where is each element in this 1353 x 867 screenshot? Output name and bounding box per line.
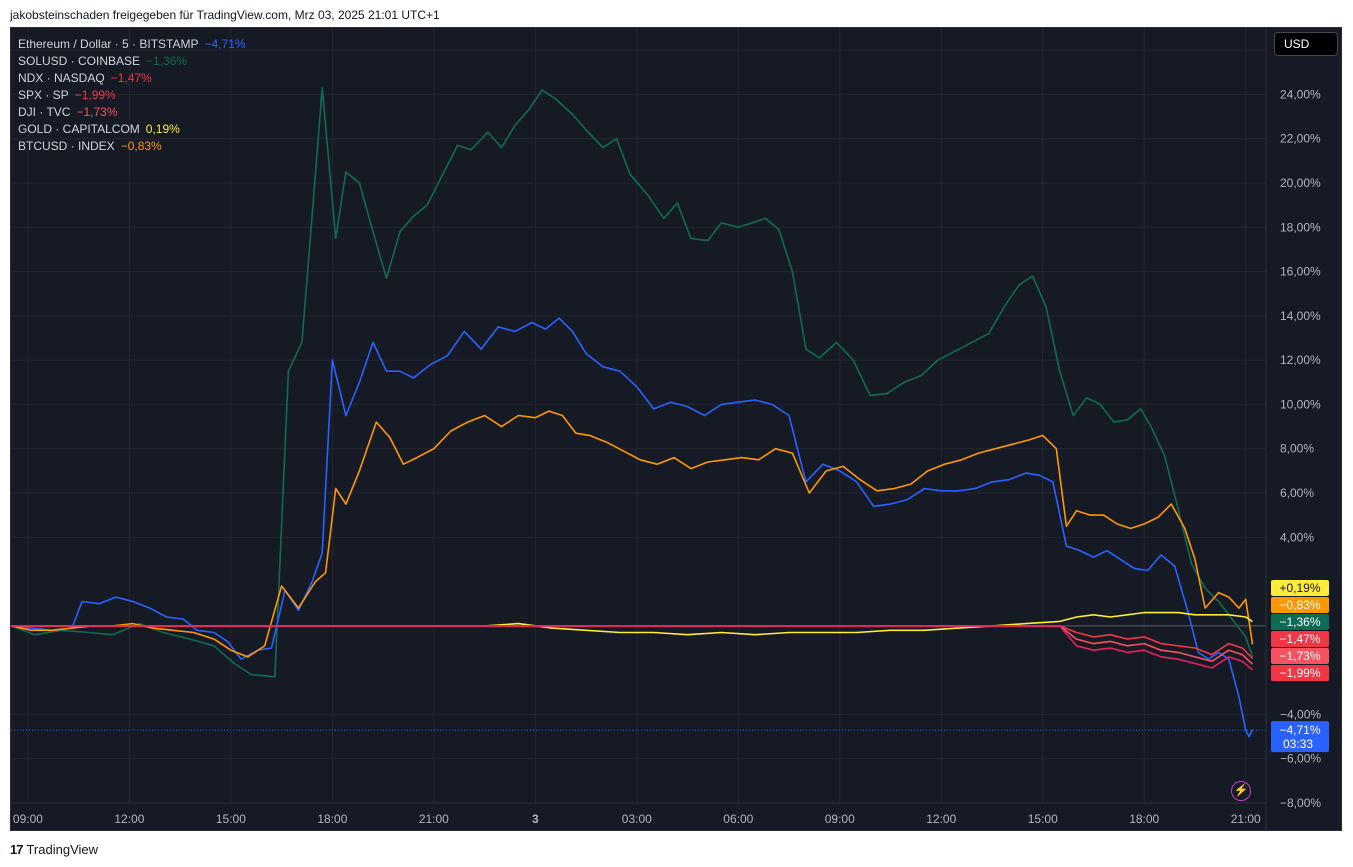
price-label-box [1271,631,1329,647]
tradingview-logo[interactable]: 17 TradingView [10,842,98,857]
price-label-text: −1,47% [1279,632,1320,646]
y-tick-label: 12,00% [1280,353,1321,367]
legend-change: −0,83% [120,139,162,153]
current-price-box [1271,721,1329,753]
x-tick-label: 12:00 [926,812,956,826]
x-tick-label: 21:00 [419,812,449,826]
legend-item[interactable]: SPX · SP −1,99% [18,87,246,104]
currency-button[interactable]: USD [1274,32,1338,56]
series-line[interactable] [10,317,1254,738]
y-tick-label: 24,00% [1280,87,1321,101]
legend-change: −1,73% [76,105,118,119]
price-label-box [1271,648,1329,664]
legend-change: −4,71% [204,37,246,51]
x-tick-label: 09:00 [825,812,855,826]
x-tick-label: 03:00 [622,812,652,826]
legend-item[interactable]: DJI · TVC −1,73% [18,104,246,121]
price-label-box [1271,597,1329,613]
price-label-text: −1,73% [1279,649,1320,663]
lightning-icon[interactable]: ⚡ [1231,781,1251,801]
x-tick-label: 21:00 [1231,812,1261,826]
price-label-box [1271,614,1329,630]
legend-item[interactable]: Ethereum / Dollar · 5 · BITSTAMP −4,71% [18,36,246,53]
x-tick-label: 15:00 [216,812,246,826]
share-header: jakobsteinschaden freigegeben für Tradin… [10,8,440,22]
y-tick-label: −4,00% [1280,707,1321,721]
x-tick-label: 3 [532,812,539,826]
y-tick-label: 20,00% [1280,176,1321,190]
current-price-text: −4,71% [1279,723,1320,737]
legend-label: BTCUSD · INDEX [18,139,115,153]
countdown-text: 03:33 [1283,737,1313,751]
price-label-text: −1,99% [1279,666,1320,680]
legend-label: DJI · TVC [18,105,71,119]
price-label-text: −0,83% [1279,598,1320,612]
tradingview-logo-mark: 17 [10,842,24,857]
x-tick-label: 06:00 [723,812,753,826]
legend: Ethereum / Dollar · 5 · BITSTAMP −4,71% SO… [18,36,246,155]
legend-label: GOLD · CAPITALCOM [18,122,140,136]
legend-change: −1,36% [146,54,188,68]
y-tick-label: 22,00% [1280,132,1321,146]
legend-label: Ethereum / Dollar · 5 · BITSTAMP [18,37,199,51]
legend-change: −1,99% [74,88,116,102]
price-label-box [1271,580,1329,596]
legend-item[interactable]: GOLD · CAPITALCOM 0,19% [18,121,246,138]
y-tick-label: −6,00% [1280,752,1321,766]
x-tick-label: 18:00 [317,812,347,826]
chart-area[interactable] [10,27,1342,831]
tradingview-logo-text: TradingView [26,842,99,857]
y-tick-label: 8,00% [1280,442,1314,456]
x-tick-label: 18:00 [1129,812,1159,826]
y-tick-label: 16,00% [1280,265,1321,279]
price-label-text: −1,36% [1279,615,1320,629]
y-tick-label: 18,00% [1280,220,1321,234]
legend-label: SPX · SP [18,88,69,102]
y-tick-label: 14,00% [1280,309,1321,323]
legend-item[interactable]: SOLUSD · COINBASE −1,36% [18,53,246,70]
y-tick-label: 6,00% [1280,486,1314,500]
y-tick-label: 10,00% [1280,397,1321,411]
price-label-box [1271,665,1329,681]
x-tick-label: 09:00 [13,812,43,826]
x-tick-label: 12:00 [114,812,144,826]
legend-change: 0,19% [145,122,180,136]
legend-label: NDX · NASDAQ [18,71,105,85]
series-line[interactable] [11,625,1254,665]
y-tick-label: −8,00% [1280,796,1321,810]
series-line[interactable] [11,625,1254,671]
legend-label: SOLUSD · COINBASE [18,54,141,68]
price-label-text: +0,19% [1279,581,1320,595]
legend-item[interactable]: NDX · NASDAQ −1,47% [18,70,246,87]
legend-change: −1,47% [110,71,152,85]
legend-item[interactable]: BTCUSD · INDEX −0,83% [18,138,246,155]
y-tick-label: 4,00% [1280,530,1314,544]
series-line[interactable] [10,87,1254,678]
x-tick-label: 15:00 [1028,812,1058,826]
